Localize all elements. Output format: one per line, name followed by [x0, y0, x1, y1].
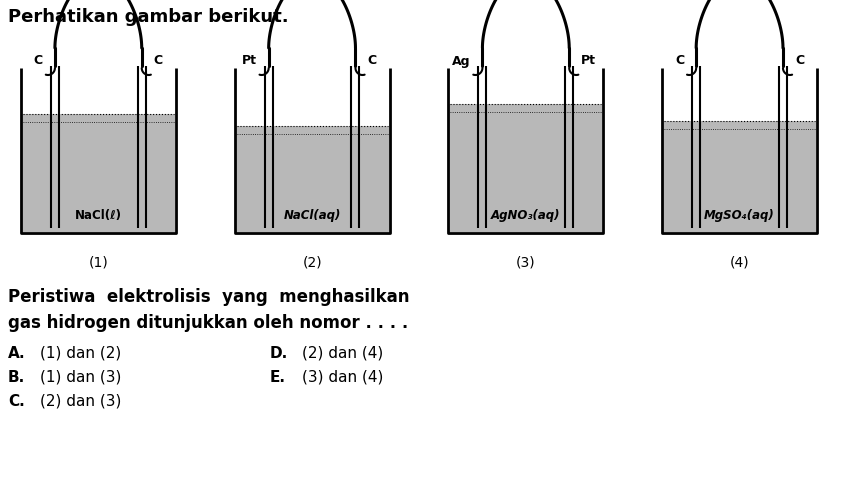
Text: (2) dan (3): (2) dan (3) — [40, 394, 121, 409]
Bar — [450, 104, 602, 232]
Text: (1) dan (2): (1) dan (2) — [40, 346, 121, 361]
Text: C: C — [675, 55, 684, 67]
Text: (2) dan (4): (2) dan (4) — [302, 346, 383, 361]
Text: Peristiwa  elektrolisis  yang  menghasilkan: Peristiwa elektrolisis yang menghasilkan — [8, 288, 410, 306]
Text: D.: D. — [270, 346, 288, 361]
Text: B.: B. — [8, 370, 26, 385]
Text: A.: A. — [8, 346, 26, 361]
Text: AgNO₃(aq): AgNO₃(aq) — [491, 208, 561, 222]
Bar — [663, 121, 816, 232]
Text: Ag: Ag — [452, 55, 470, 67]
Text: gas hidrogen ditunjukkan oleh nomor . . . .: gas hidrogen ditunjukkan oleh nomor . . … — [8, 314, 408, 332]
Text: C: C — [368, 55, 376, 67]
Bar — [22, 114, 174, 232]
Text: (3): (3) — [516, 255, 535, 269]
Text: C: C — [795, 55, 804, 67]
Text: C.: C. — [8, 394, 25, 409]
Text: Pt: Pt — [581, 55, 596, 67]
Text: NaCl(ℓ): NaCl(ℓ) — [75, 208, 121, 222]
Text: MgSO₄(aq): MgSO₄(aq) — [705, 208, 775, 222]
Text: C: C — [34, 55, 43, 67]
Text: NaCl(aq): NaCl(aq) — [283, 208, 341, 222]
Text: (1): (1) — [88, 255, 109, 269]
Text: (2): (2) — [303, 255, 321, 269]
Text: E.: E. — [270, 370, 286, 385]
Text: C: C — [154, 55, 162, 67]
Text: Perhatikan gambar berikut.: Perhatikan gambar berikut. — [8, 8, 289, 26]
Text: (1) dan (3): (1) dan (3) — [40, 370, 121, 385]
Bar — [236, 126, 388, 232]
Text: (4): (4) — [730, 255, 749, 269]
Text: (3) dan (4): (3) dan (4) — [302, 370, 383, 385]
Text: Pt: Pt — [242, 55, 256, 67]
